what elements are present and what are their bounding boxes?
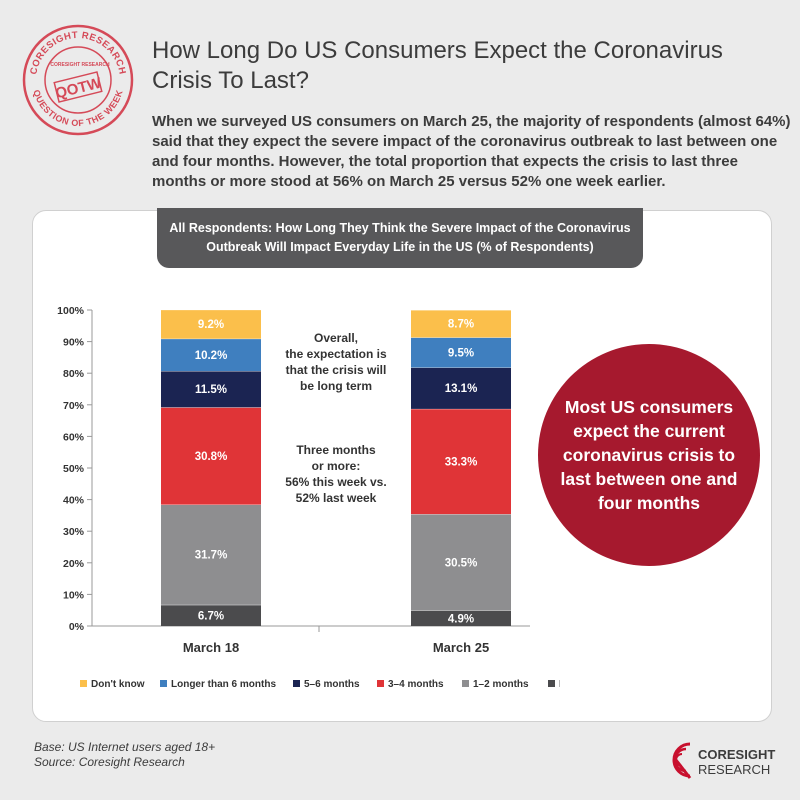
data-label: 6.7%: [198, 610, 224, 622]
bar-segment: [411, 610, 511, 626]
x-category-label: March 25: [433, 640, 489, 655]
legend-label: 1–2 months: [473, 679, 529, 690]
data-label: 30.5%: [445, 557, 478, 569]
base-note: Base: US Internet users aged 18+: [34, 740, 216, 754]
banner-line-1: All Respondents: How Long They Think the…: [169, 221, 631, 235]
legend-swatch: [377, 680, 384, 687]
bar-segment: [161, 604, 261, 626]
x-category-label: March 18: [183, 640, 239, 655]
coresight-logo: CORESIGHT RESEARCH: [672, 742, 775, 779]
bar-segment: [161, 309, 261, 339]
y-tick-label: 10%: [63, 589, 85, 601]
data-label: 13.1%: [445, 383, 478, 395]
data-label: 8.7%: [448, 319, 474, 331]
legend-swatch: [80, 680, 87, 687]
legend-swatch: [293, 680, 300, 687]
annotation-overall-line: that the crisis will: [286, 363, 387, 377]
svg-text:CORESIGHT RESEARCH: CORESIGHT RESEARCH: [28, 30, 127, 76]
source-note: Source: Coresight Research: [34, 755, 185, 769]
bar-segment: [161, 338, 261, 371]
callout-text: Most US consumers expect the current cor…: [560, 397, 738, 513]
data-label: 9.5%: [448, 348, 474, 360]
annotation-overall-line: the expectation is: [285, 347, 387, 361]
bar-segment: [161, 370, 261, 408]
annotation-three-months-line: 52% last week: [296, 491, 377, 505]
data-label: 33.3%: [445, 457, 478, 469]
annotation-three-months-line: Three months: [296, 443, 376, 457]
title-line-2: Crisis To Last?: [152, 67, 309, 94]
data-label: 10.2%: [195, 350, 228, 362]
y-tick-label: 60%: [63, 431, 85, 443]
y-tick-label: 20%: [63, 558, 85, 570]
chart-banner: All Respondents: How Long They Think the…: [157, 208, 643, 268]
y-tick-label: 30%: [63, 526, 85, 538]
bar-segment: [161, 504, 261, 605]
y-tick-label: 50%: [63, 463, 85, 475]
stamp-brand-text: CORESIGHT RESEARCH: [50, 62, 110, 68]
data-label: 4.9%: [448, 613, 474, 625]
source-notes: Base: US Internet users aged 18+ Source:…: [34, 740, 215, 770]
stacked-bar-chart: 0% 10% 20% 30% 40% 50% 60% 70% 80% 90% 100% 6.7% 31.…: [57, 305, 560, 690]
y-tick-label: 100%: [57, 305, 85, 317]
bar-segment: [411, 514, 511, 611]
data-label: 30.8%: [195, 451, 228, 463]
stamp-top-text: CORESIGHT RESEARCH: [28, 30, 127, 76]
annotation-three-months-line: 56% this week vs.: [285, 475, 386, 489]
legend-swatch: [160, 680, 167, 687]
logo-line-2: RESEARCH: [698, 762, 770, 777]
page-title: How Long Do US Consumers Expect the Coro…: [152, 36, 782, 96]
legend-label: Don't know: [91, 679, 145, 690]
bar-segment: [411, 310, 511, 338]
legend-label: 5–6 months: [304, 679, 360, 690]
banner-line-2: Outbreak Will Impact Everyday Life in th…: [206, 240, 594, 254]
intro-text: When we surveyed US consumers on March 2…: [152, 113, 791, 190]
title-line-1: How Long Do US Consumers Expect the Coro…: [152, 37, 723, 64]
y-tick-label: 40%: [63, 495, 85, 507]
y-tick-label: 90%: [63, 337, 85, 349]
y-tick-label: 0%: [69, 621, 85, 633]
y-tick-label: 70%: [63, 400, 85, 412]
annotation-three-months-line: or more:: [312, 459, 361, 473]
annotation-overall-line: Overall,: [314, 331, 358, 345]
data-label: 11.5%: [195, 384, 227, 396]
bar-segment: [411, 367, 511, 409]
data-label: 9.2%: [198, 319, 224, 331]
legend-label: Longer than 6 months: [171, 679, 276, 690]
legend-swatch: [548, 680, 555, 687]
annotation-overall-line: be long term: [300, 379, 372, 393]
callout-circle: Most US consumers expect the current cor…: [538, 344, 760, 566]
bar-segment: [411, 337, 511, 368]
data-label: 31.7%: [195, 550, 228, 562]
legend-label: Less than a month: [559, 679, 560, 690]
legend-label: 3–4 months: [388, 679, 444, 690]
qotw-stamp: CORESIGHT RESEARCH QUESTION OF THE WEEK …: [22, 24, 134, 136]
legend-swatch: [462, 680, 469, 687]
stamp-center-text: QOTW: [54, 74, 104, 102]
y-tick-label: 80%: [63, 368, 85, 380]
logo-line-1: CORESIGHT: [698, 747, 775, 762]
bar-segment: [411, 408, 511, 515]
bar-segment: [161, 407, 261, 505]
